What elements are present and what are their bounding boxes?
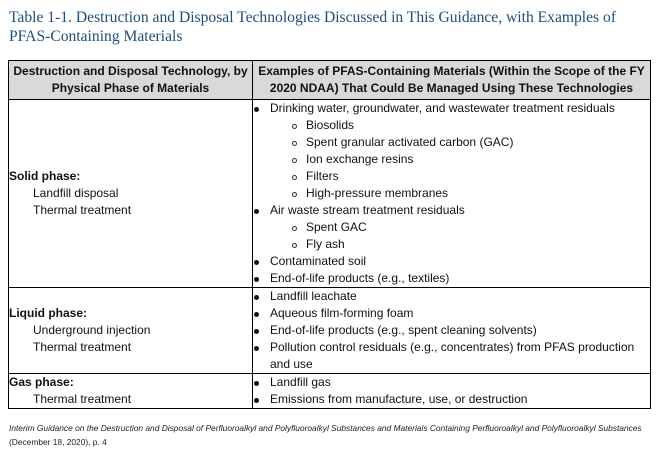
bullet-icon [254, 381, 259, 386]
sub-list-item: Biosolids [292, 117, 650, 134]
circle-bullet-icon [292, 175, 297, 180]
list-item: Aqueous film-forming foam [253, 305, 650, 322]
examples-list: Drinking water, groundwater, and wastewa… [253, 100, 650, 287]
technology-item: Landfill disposal [33, 186, 119, 200]
technology-item: Thermal treatment [33, 340, 132, 354]
technology-item: Thermal treatment [33, 392, 132, 406]
sub-list-item: High-pressure membranes [292, 185, 650, 202]
sub-list-item: Ion exchange resins [292, 151, 650, 168]
bullet-icon [254, 107, 259, 112]
sub-list-item-text: Ion exchange resins [306, 152, 414, 166]
header-examples: Examples of PFAS-Containing Materials (W… [252, 60, 651, 100]
list-item: Landfill leachate [253, 288, 650, 305]
circle-bullet-icon [292, 141, 297, 146]
phase-label: Gas phase: [9, 375, 74, 389]
circle-bullet-icon [292, 243, 297, 248]
citation-date: (December 18, 2020), p. 4 [9, 437, 107, 447]
sub-list-item: Spent GAC [292, 219, 650, 236]
phase-cell: Liquid phase: Underground injection Ther… [8, 287, 253, 374]
bullet-icon [254, 295, 259, 300]
table-header-row: Destruction and Disposal Technology, by … [8, 60, 651, 100]
list-item: Drinking water, groundwater, and wastewa… [253, 100, 650, 202]
sub-list-item: Fly ash [292, 236, 650, 253]
bullet-icon [254, 346, 259, 351]
sub-list-item: Spent granular activated carbon (GAC) [292, 134, 650, 151]
phase-cell: Solid phase: Landfill disposal Thermal t… [8, 99, 253, 288]
examples-list: Landfill gas Emissions from manufacture,… [253, 374, 650, 408]
table-row-solid: Solid phase: Landfill disposal Thermal t… [8, 99, 651, 288]
list-item-text: End-of-life products (e.g., spent cleani… [270, 323, 537, 337]
sub-list-item-text: Spent granular activated carbon (GAC) [306, 135, 514, 149]
sub-list: Spent GAC Fly ash [270, 219, 650, 253]
sub-list-item-text: High-pressure membranes [306, 186, 449, 200]
circle-bullet-icon [292, 158, 297, 163]
table-title: Table 1-1. Destruction and Disposal Tech… [9, 9, 617, 45]
list-item-text: Air waste stream treatment residuals [270, 203, 465, 217]
examples-list: Landfill leachate Aqueous film-forming f… [253, 288, 650, 373]
list-item: Contaminated soil [253, 253, 650, 270]
list-item-text: Landfill gas [270, 375, 331, 389]
table-row-gas: Gas phase: Thermal treatment Landfill ga… [8, 373, 651, 409]
circle-bullet-icon [292, 192, 297, 197]
list-item: Emissions from manufacture, use, or dest… [253, 391, 650, 408]
list-item-text: Drinking water, groundwater, and wastewa… [270, 101, 615, 115]
list-item: Pollution control residuals (e.g., conce… [253, 339, 650, 373]
circle-bullet-icon [292, 226, 297, 231]
citation-title: Interim Guidance on the Destruction and … [9, 423, 642, 433]
bullet-icon [254, 277, 259, 282]
list-item: Air waste stream treatment residuals Spe… [253, 202, 650, 253]
list-item-text: Contaminated soil [270, 254, 367, 268]
list-item: End-of-life products (e.g., textiles) [253, 270, 650, 287]
circle-bullet-icon [292, 124, 297, 129]
bullet-icon [254, 209, 259, 214]
phase-label: Liquid phase: [9, 306, 87, 320]
header-technology: Destruction and Disposal Technology, by … [8, 60, 253, 100]
list-item-text: Pollution control residuals (e.g., conce… [270, 340, 635, 371]
bullet-icon [254, 260, 259, 265]
phase-label: Solid phase: [9, 169, 81, 183]
technology-item: Thermal treatment [33, 203, 132, 217]
list-item-text: End-of-life products (e.g., textiles) [270, 271, 450, 285]
table-row-liquid: Liquid phase: Underground injection Ther… [8, 287, 651, 374]
sub-list-item: Filters [292, 168, 650, 185]
examples-cell: Landfill leachate Aqueous film-forming f… [252, 287, 651, 374]
sub-list-item-text: Filters [306, 169, 339, 183]
list-item: End-of-life products (e.g., spent cleani… [253, 322, 650, 339]
list-item-text: Aqueous film-forming foam [270, 306, 414, 320]
sub-list: Biosolids Spent granular activated carbo… [270, 117, 650, 202]
examples-cell: Landfill gas Emissions from manufacture,… [252, 373, 651, 409]
list-item-text: Emissions from manufacture, use, or dest… [270, 392, 528, 406]
bullet-icon [254, 312, 259, 317]
bullet-icon [254, 329, 259, 334]
sub-list-item-text: Fly ash [306, 237, 345, 251]
technologies-table: Destruction and Disposal Technology, by … [8, 60, 651, 409]
phase-cell: Gas phase: Thermal treatment [8, 373, 253, 409]
list-item-text: Landfill leachate [270, 289, 357, 303]
sub-list-item-text: Biosolids [306, 118, 355, 132]
sub-list-item-text: Spent GAC [306, 220, 367, 234]
source-citation: Interim Guidance on the Destruction and … [9, 421, 655, 449]
examples-cell: Drinking water, groundwater, and wastewa… [252, 99, 651, 288]
technology-item: Underground injection [33, 323, 151, 337]
list-item: Landfill gas [253, 374, 650, 391]
bullet-icon [254, 398, 259, 403]
